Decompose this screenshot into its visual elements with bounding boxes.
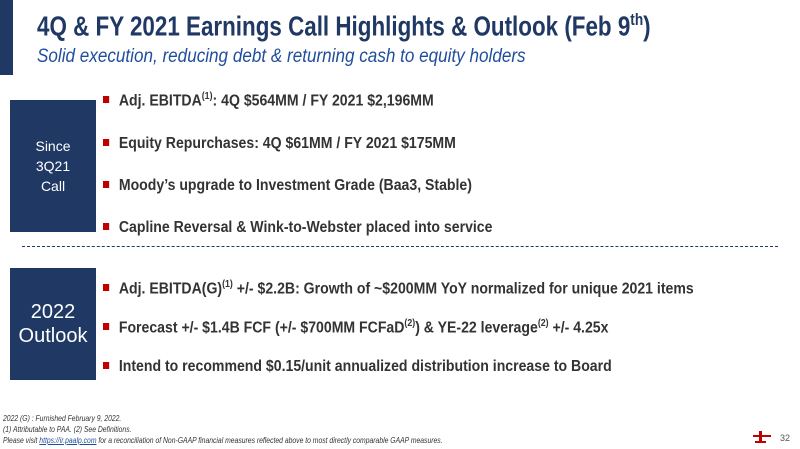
label-line: 2022 <box>30 301 76 323</box>
text-run: ) & YE-22 leverage <box>415 319 538 337</box>
footnote: Please visit https://ir.paalp.com for a … <box>3 436 443 445</box>
superscript: (1) <box>201 91 213 102</box>
logo <box>753 431 771 443</box>
footnote: 2022 (G) : Furnished February 9, 2022. <box>3 414 121 423</box>
label-line: Since <box>35 138 71 154</box>
page-number: 32 <box>780 433 791 443</box>
superscript: (1) <box>222 279 233 290</box>
text-run: Capline Reversal & Wink-to-Webster place… <box>118 219 493 236</box>
divider <box>22 246 778 247</box>
bullet-marker <box>103 96 110 104</box>
subtitle: Solid execution, reducing debt & returni… <box>37 46 526 67</box>
section-label: 2022 Outlook <box>10 268 96 380</box>
title-sup: th <box>630 10 644 29</box>
label-line: 3Q21 <box>35 158 71 174</box>
bullet: Adj. EBITDA(G)(1) +/- $2.2B: Growth of ~… <box>103 279 694 298</box>
bullet-marker <box>103 362 110 369</box>
section-label: Since 3Q21 Call <box>10 100 96 232</box>
label-line: Call <box>40 178 66 194</box>
superscript: (2) <box>404 318 416 329</box>
bullet-marker <box>103 223 110 230</box>
bullet-marker <box>103 181 110 188</box>
text-run: Forecast +/- $1.4B FCF (+/- $700MM FCFaD <box>118 319 405 337</box>
text-run: +/- 4.25x <box>548 319 609 337</box>
bullet: Forecast +/- $1.4B FCF (+/- $700MM FCFaD… <box>103 318 608 337</box>
title-text: ) <box>643 10 651 42</box>
bullet-marker <box>103 284 110 292</box>
text-run: Moody’s upgrade to Investment Grade (Baa… <box>118 177 472 194</box>
bullet: Moody’s upgrade to Investment Grade (Baa… <box>103 177 472 195</box>
label-line: Outlook <box>18 325 88 347</box>
text-run: : 4Q $564MM / FY 2021 $2,196MM <box>212 92 434 110</box>
bullet: Equity Repurchases: 4Q $61MM / FY 2021 $… <box>103 135 456 153</box>
title-text: 4Q & FY 2021 Earnings Call Highlights & … <box>37 10 631 42</box>
title: 4Q & FY 2021 Earnings Call Highlights & … <box>37 10 651 42</box>
text-run: (1) Attributable to PAA. (2) See Definit… <box>3 425 132 434</box>
bullet-marker <box>103 323 110 331</box>
link[interactable]: https://ir.paalp.com <box>39 436 97 445</box>
text-run: +/- $2.2B: Growth of ~$200MM YoY normali… <box>232 280 694 298</box>
bullet: Intend to recommend $0.15/unit annualize… <box>103 358 612 376</box>
text-run: Intend to recommend $0.15/unit annualize… <box>118 358 612 375</box>
text-run: Equity Repurchases: 4Q $61MM / FY 2021 $… <box>118 135 456 152</box>
bullet-marker <box>103 139 110 146</box>
bullet: Adj. EBITDA(1): 4Q $564MM / FY 2021 $2,1… <box>103 91 434 110</box>
title-bar-accent <box>0 0 13 75</box>
text-run: Adj. EBITDA <box>118 92 202 110</box>
text-run: Adj. EBITDA(G) <box>118 280 223 298</box>
bullet: Capline Reversal & Wink-to-Webster place… <box>103 219 492 237</box>
text-run: Please visit <box>3 436 40 445</box>
text-run: for a reconciliation of Non-GAAP financi… <box>96 436 443 445</box>
text-run: 2022 (G) : Furnished February 9, 2022. <box>3 414 122 423</box>
footnote: (1) Attributable to PAA. (2) See Definit… <box>3 425 132 434</box>
superscript: (2) <box>537 318 549 329</box>
